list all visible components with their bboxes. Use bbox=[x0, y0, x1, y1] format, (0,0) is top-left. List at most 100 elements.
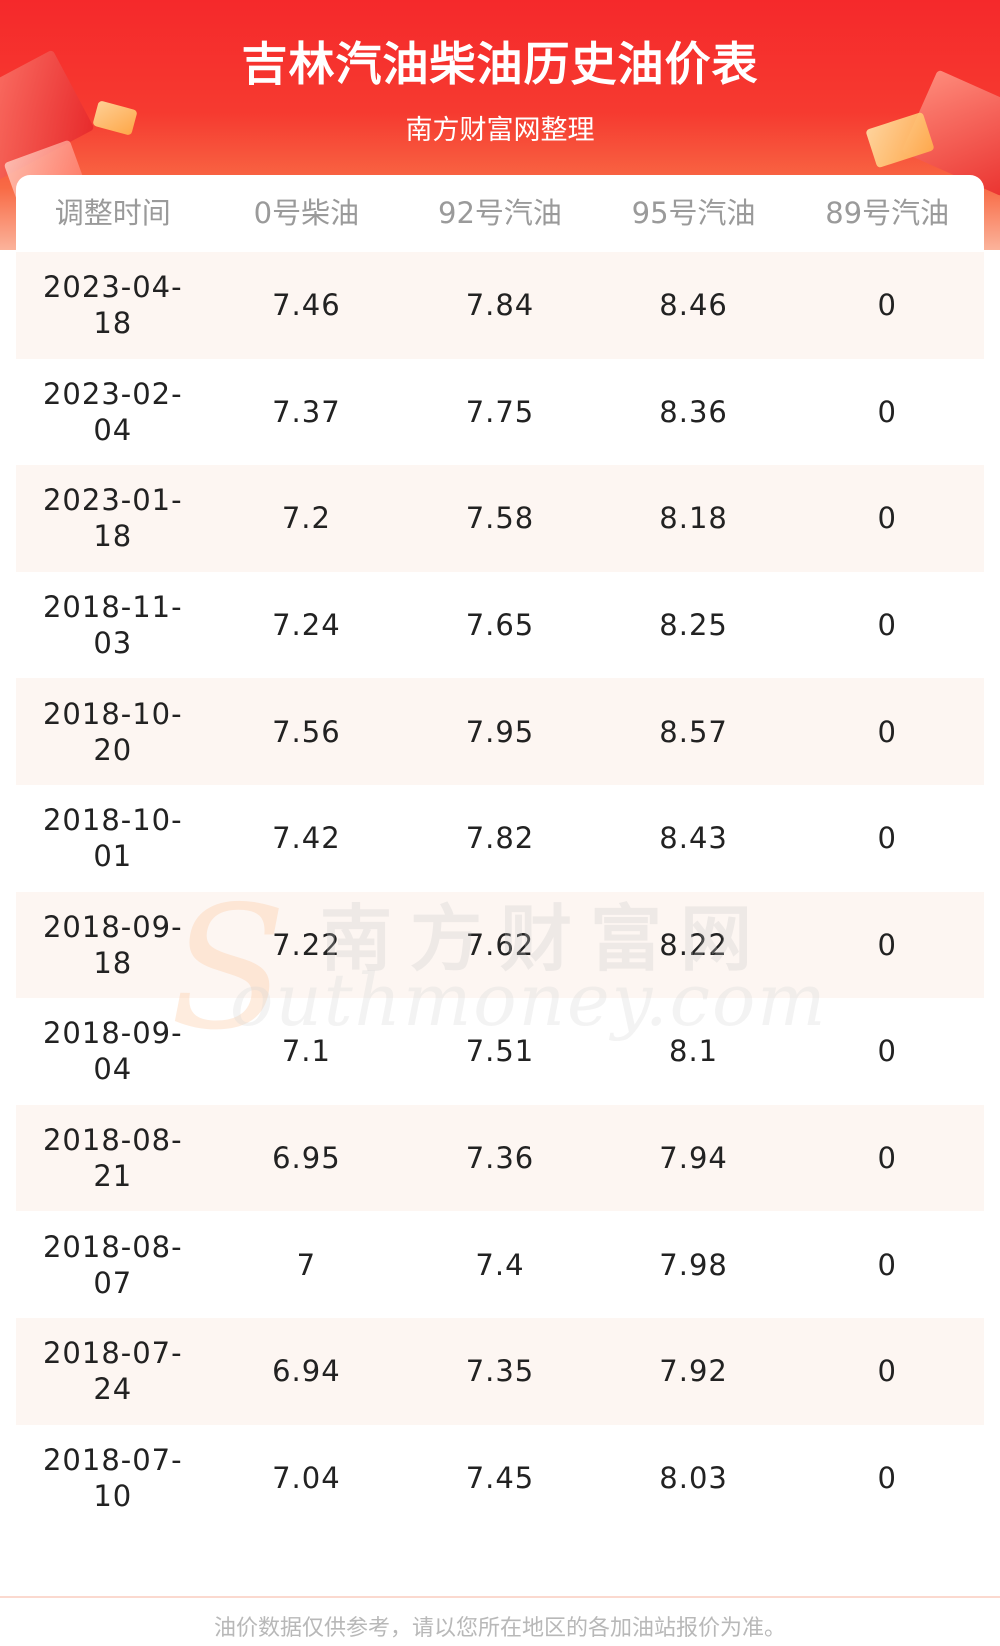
cell-date-line2: 10 bbox=[93, 1478, 133, 1513]
cell-gasoline-92: 7.65 bbox=[465, 608, 535, 643]
cell-date: 2018-10- 20 bbox=[16, 696, 210, 768]
cell-date-line2: 20 bbox=[93, 732, 133, 767]
cell-diesel-0: 7.42 bbox=[272, 821, 341, 856]
cell-gasoline-89: 0 bbox=[877, 1034, 897, 1069]
cell-date: 2018-09- 18 bbox=[16, 909, 210, 981]
cell-date-line2: 18 bbox=[93, 306, 133, 341]
cell-date-line1: 2023-01- bbox=[42, 483, 183, 518]
column-header-gasoline-95: 95号汽油 bbox=[631, 196, 756, 230]
cell-gasoline-92: 7.58 bbox=[465, 501, 535, 536]
cell-date-line1: 2023-02- bbox=[42, 376, 183, 411]
cell-gasoline-89: 0 bbox=[877, 1354, 897, 1389]
cell-gasoline-95: 7.92 bbox=[659, 1354, 728, 1389]
cell-gasoline-95: 8.36 bbox=[659, 394, 728, 429]
page-title: 吉林汽油柴油历史油价表 bbox=[241, 37, 759, 91]
cell-date-line2: 07 bbox=[93, 1265, 133, 1300]
table-row: 2018-08- 21 6.95 7.36 7.94 0 bbox=[16, 1104, 984, 1212]
cell-gasoline-92: 7.51 bbox=[465, 1034, 535, 1069]
table-row: 2018-11- 03 7.24 7.65 8.25 0 bbox=[16, 572, 984, 679]
cell-date-line1: 2018-10- bbox=[42, 696, 183, 731]
cell-date: 2023-02- 04 bbox=[16, 376, 210, 448]
cell-gasoline-89: 0 bbox=[877, 288, 897, 323]
cell-gasoline-95: 8.1 bbox=[669, 1034, 719, 1069]
cell-date-line1: 2018-09- bbox=[42, 1016, 183, 1051]
cell-date: 2023-04- 18 bbox=[16, 269, 210, 341]
cell-date-line1: 2018-07- bbox=[42, 1336, 183, 1371]
cell-date-line1: 2018-08- bbox=[42, 1123, 183, 1158]
cell-gasoline-89: 0 bbox=[877, 714, 897, 749]
cell-gasoline-92: 7.62 bbox=[465, 927, 535, 962]
cell-date: 2018-11- 03 bbox=[16, 589, 210, 661]
cell-gasoline-95: 8.25 bbox=[659, 608, 728, 643]
cell-diesel-0: 7 bbox=[296, 1247, 317, 1282]
cell-diesel-0: 7.46 bbox=[272, 288, 341, 323]
table-row: 2023-01- 18 7.2 7.58 8.18 0 bbox=[16, 465, 984, 572]
table-row: 2018-07- 10 7.04 7.45 8.03 0 bbox=[16, 1425, 984, 1532]
cell-date-line2: 21 bbox=[93, 1159, 133, 1194]
column-header-date: 调整时间 bbox=[54, 196, 171, 230]
column-header-gasoline-89: 89号汽油 bbox=[825, 196, 950, 230]
cell-gasoline-89: 0 bbox=[877, 394, 897, 429]
cell-date-line1: 2018-09- bbox=[42, 909, 183, 944]
footer-divider bbox=[0, 1596, 1000, 1598]
cell-gasoline-92: 7.45 bbox=[465, 1460, 535, 1495]
cell-diesel-0: 7.1 bbox=[281, 1034, 331, 1069]
cell-date-line1: 2018-08- bbox=[42, 1229, 183, 1264]
cell-date-line2: 24 bbox=[93, 1372, 133, 1407]
cell-date-line1: 2018-10- bbox=[42, 803, 183, 838]
cell-diesel-0: 7.37 bbox=[272, 394, 341, 429]
cell-gasoline-95: 8.57 bbox=[659, 714, 728, 749]
footer-note: 油价数据仅供参考，请以您所在地区的各加油站报价为准。 bbox=[213, 1616, 786, 1641]
cell-date: 2018-08- 21 bbox=[16, 1122, 210, 1194]
cell-date-line2: 03 bbox=[93, 626, 133, 661]
cell-date-line2: 18 bbox=[93, 519, 133, 554]
table-row: 2018-08- 07 7 7.4 7.98 0 bbox=[16, 1211, 984, 1318]
cell-gasoline-89: 0 bbox=[877, 501, 897, 536]
cell-diesel-0: 6.94 bbox=[272, 1354, 341, 1389]
column-header-diesel-0: 0号柴油 bbox=[253, 196, 360, 230]
cell-gasoline-95: 8.03 bbox=[659, 1460, 728, 1495]
cell-date-line2: 01 bbox=[93, 839, 133, 874]
cell-gasoline-92: 7.35 bbox=[465, 1354, 535, 1389]
cell-gasoline-92: 7.36 bbox=[465, 1141, 535, 1176]
cell-gasoline-89: 0 bbox=[877, 1460, 897, 1495]
cell-gasoline-92: 7.4 bbox=[475, 1247, 525, 1282]
cell-gasoline-95: 8.22 bbox=[659, 927, 728, 962]
cell-diesel-0: 7.56 bbox=[272, 714, 341, 749]
cell-date-line1: 2018-11- bbox=[42, 590, 183, 625]
cell-gasoline-89: 0 bbox=[877, 821, 897, 856]
cell-gasoline-95: 7.98 bbox=[659, 1247, 728, 1282]
table-row: 2023-02- 04 7.37 7.75 8.36 0 bbox=[16, 359, 984, 466]
cell-date-line2: 04 bbox=[93, 412, 133, 447]
cell-diesel-0: 7.2 bbox=[281, 501, 331, 536]
cell-gasoline-92: 7.75 bbox=[465, 394, 535, 429]
cell-date: 2018-07- 24 bbox=[16, 1335, 210, 1407]
page-subtitle: 南方财富网整理 bbox=[405, 115, 595, 146]
cell-gasoline-89: 0 bbox=[877, 1141, 897, 1176]
table-header: 调整时间 0号柴油 92号汽油 95号汽油 89号汽油 bbox=[16, 175, 984, 252]
table-row: 2018-10- 20 7.56 7.95 8.57 0 bbox=[16, 678, 984, 785]
cell-gasoline-95: 8.46 bbox=[659, 288, 728, 323]
cell-date: 2018-08- 07 bbox=[16, 1229, 210, 1301]
cell-date-line1: 2018-07- bbox=[42, 1442, 183, 1477]
cell-gasoline-95: 8.18 bbox=[659, 501, 728, 536]
cell-date: 2018-07- 10 bbox=[16, 1442, 210, 1514]
cell-diesel-0: 7.22 bbox=[272, 927, 341, 962]
cell-diesel-0: 7.04 bbox=[272, 1460, 341, 1495]
cell-date: 2018-10- 01 bbox=[16, 802, 210, 874]
cell-date-line1: 2023-04- bbox=[42, 270, 183, 305]
column-header-gasoline-92: 92号汽油 bbox=[438, 196, 562, 230]
cell-gasoline-89: 0 bbox=[877, 1247, 897, 1282]
table-row: 2018-09- 04 7.1 7.51 8.1 0 bbox=[16, 998, 984, 1105]
cell-gasoline-89: 0 bbox=[877, 608, 897, 643]
cell-diesel-0: 7.24 bbox=[272, 608, 341, 643]
table-row: 2018-07- 24 6.94 7.35 7.92 0 bbox=[16, 1318, 984, 1425]
cell-date: 2023-01- 18 bbox=[16, 482, 210, 554]
cell-gasoline-89: 0 bbox=[877, 927, 897, 962]
cell-gasoline-95: 8.43 bbox=[659, 821, 728, 856]
table-row: 2018-10- 01 7.42 7.82 8.43 0 bbox=[16, 785, 984, 892]
cell-date: 2018-09- 04 bbox=[16, 1015, 210, 1087]
cell-gasoline-92: 7.84 bbox=[465, 288, 535, 323]
cell-gasoline-92: 7.95 bbox=[465, 714, 535, 749]
cell-diesel-0: 6.95 bbox=[272, 1141, 341, 1176]
